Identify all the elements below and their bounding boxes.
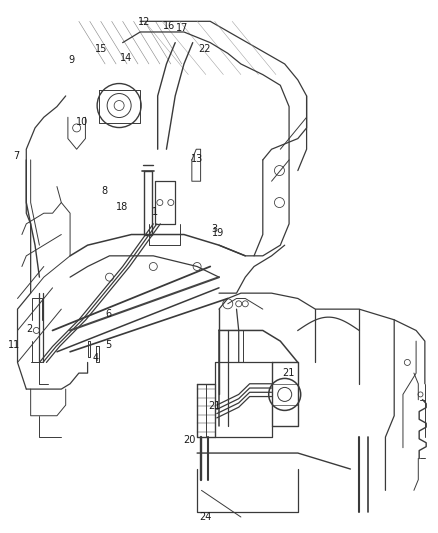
- Text: 22: 22: [199, 44, 211, 54]
- Text: 4: 4: [92, 353, 99, 363]
- Text: 15: 15: [95, 44, 108, 54]
- Text: 21: 21: [208, 401, 221, 411]
- Text: 18: 18: [116, 202, 128, 212]
- Text: 12: 12: [138, 18, 151, 27]
- Text: 10: 10: [76, 117, 88, 126]
- Text: 21: 21: [282, 368, 294, 378]
- Text: 9: 9: [68, 55, 74, 64]
- Text: 24: 24: [199, 512, 211, 522]
- Text: 17: 17: [176, 23, 188, 33]
- Text: 1: 1: [152, 207, 159, 217]
- Text: 6: 6: [106, 310, 112, 319]
- Text: 5: 5: [106, 341, 112, 350]
- Text: 8: 8: [101, 186, 107, 196]
- Text: 13: 13: [191, 154, 203, 164]
- Text: 19: 19: [212, 229, 224, 238]
- Text: 14: 14: [120, 53, 132, 62]
- Text: 3: 3: [212, 224, 218, 234]
- Text: 2: 2: [27, 325, 33, 334]
- Text: 20: 20: [184, 435, 196, 445]
- Text: 16: 16: [162, 21, 175, 30]
- Text: 7: 7: [14, 151, 20, 161]
- Text: 11: 11: [8, 341, 20, 350]
